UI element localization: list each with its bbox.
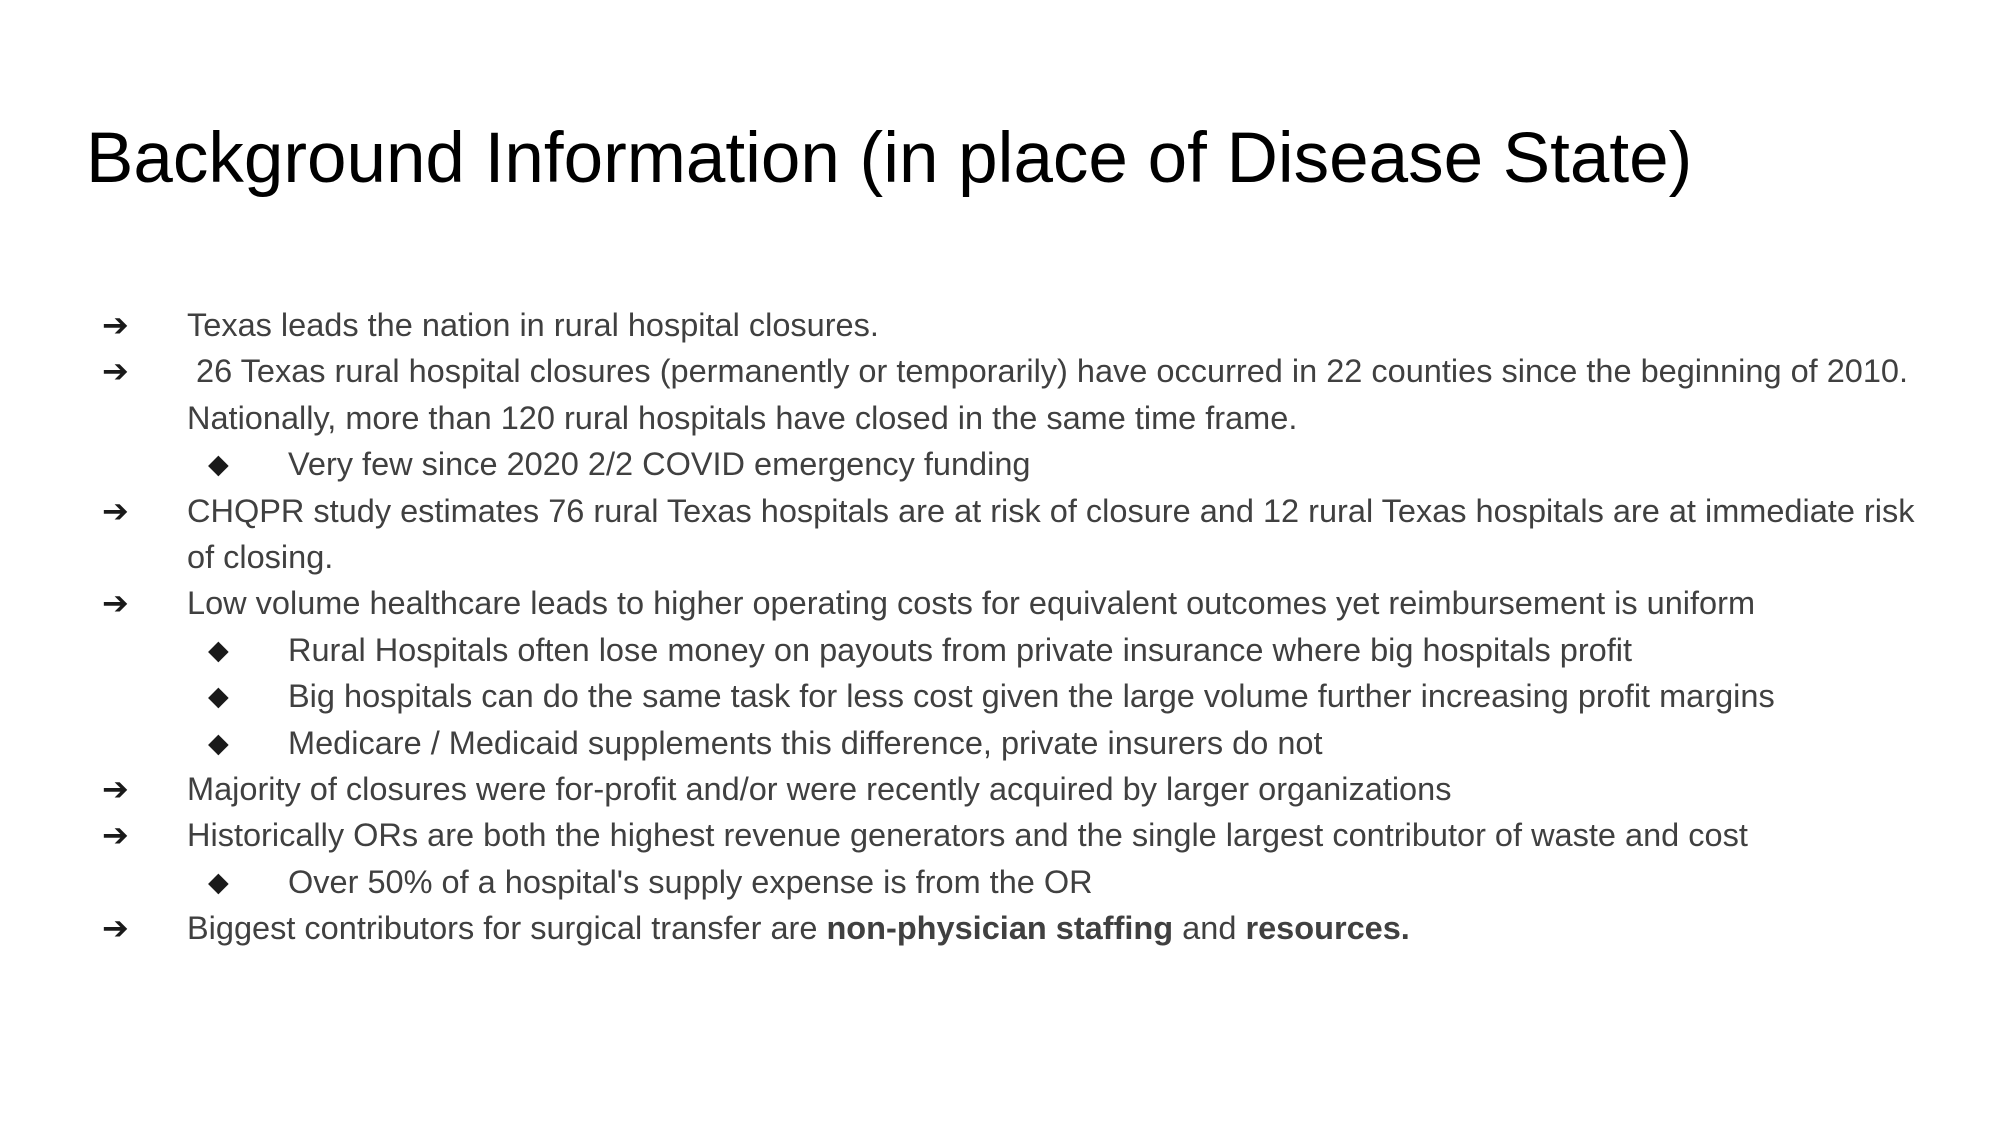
arrow-right-icon: ➔ bbox=[102, 585, 129, 622]
diamond-icon: ◆ bbox=[208, 634, 229, 665]
slide-title: Background Information (in place of Dise… bbox=[86, 119, 1693, 198]
arrow-right-icon: ➔ bbox=[102, 910, 129, 947]
bullet-text: Low volume healthcare leads to higher op… bbox=[187, 585, 1756, 622]
bullet-text: CHQPR study estimates 76 rural Texas hos… bbox=[187, 492, 1915, 576]
bullet-text: Historically ORs are both the highest re… bbox=[187, 817, 1748, 854]
bullet-text-part: Biggest contributors for surgical transf… bbox=[187, 910, 827, 947]
sub-bullet-text: Rural Hospitals often lose money on payo… bbox=[288, 631, 1633, 668]
arrow-right-icon: ➔ bbox=[102, 307, 129, 343]
sub-bullet-item: ◆ Very few since 2020 2/2 COVID emergenc… bbox=[0, 441, 2000, 487]
emphasis-staffing: non-physician staffing bbox=[826, 910, 1174, 947]
bullet-item: ➔ Biggest contributors for surgical tran… bbox=[0, 905, 2000, 951]
bullet-text: Texas leads the nation in rural hospital… bbox=[187, 307, 879, 343]
bullet-list: ➔ Texas leads the nation in rural hospit… bbox=[0, 302, 2000, 952]
bullet-item: ➔ Texas leads the nation in rural hospit… bbox=[0, 302, 2000, 348]
bullet-item: ➔ Low volume healthcare leads to higher … bbox=[0, 580, 2000, 626]
sub-bullet-text: Medicare / Medicaid supplements this dif… bbox=[288, 724, 1323, 761]
arrow-right-icon: ➔ bbox=[102, 492, 129, 529]
sub-bullet-text: Big hospitals can do the same task for l… bbox=[288, 678, 1775, 715]
sub-bullet-item: ◆ Medicare / Medicaid supplements this d… bbox=[0, 720, 2000, 766]
bullet-text-part: and bbox=[1173, 910, 1246, 947]
diamond-icon: ◆ bbox=[208, 449, 229, 480]
emphasis-resources: resources. bbox=[1245, 910, 1410, 947]
bullet-text: Majority of closures were for-profit and… bbox=[187, 771, 1452, 808]
bullet-item: ➔ Historically ORs are both the highest … bbox=[0, 812, 2000, 858]
sub-bullet-item: ◆ Rural Hospitals often lose money on pa… bbox=[0, 627, 2000, 673]
sub-bullet-item: ◆ Big hospitals can do the same task for… bbox=[0, 673, 2000, 719]
diamond-icon: ◆ bbox=[208, 866, 229, 897]
sub-bullet-text: Over 50% of a hospital's supply expense … bbox=[288, 863, 1093, 900]
sub-bullet-text: Very few since 2020 2/2 COVID emergency … bbox=[288, 446, 1031, 483]
diamond-icon: ◆ bbox=[208, 727, 229, 758]
bullet-item: ➔ 26 Texas rural hospital closures (perm… bbox=[0, 348, 2000, 441]
bullet-text: Biggest contributors for surgical transf… bbox=[187, 905, 1930, 951]
bullet-text: 26 Texas rural hospital closures (perman… bbox=[187, 353, 1927, 436]
arrow-right-icon: ➔ bbox=[102, 817, 129, 854]
arrow-right-icon: ➔ bbox=[102, 353, 129, 390]
arrow-right-icon: ➔ bbox=[102, 771, 129, 808]
sub-bullet-item: ◆ Over 50% of a hospital's supply expens… bbox=[0, 859, 2000, 905]
bullet-item: ➔ CHQPR study estimates 76 rural Texas h… bbox=[0, 488, 2000, 581]
diamond-icon: ◆ bbox=[208, 681, 229, 712]
bullet-item: ➔ Majority of closures were for-profit a… bbox=[0, 766, 2000, 812]
